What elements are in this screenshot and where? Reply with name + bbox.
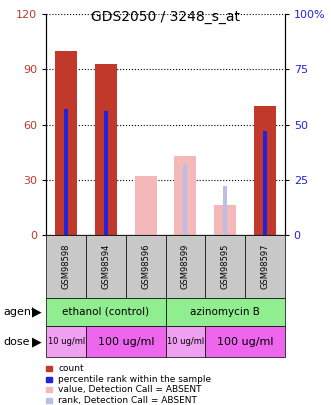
Bar [174,156,196,235]
Text: GSM98595: GSM98595 [220,243,230,289]
Bar [205,235,245,298]
Bar [46,235,86,298]
Text: GSM98599: GSM98599 [181,243,190,289]
Text: dose: dose [3,337,30,347]
Text: GSM98598: GSM98598 [62,243,71,289]
Bar [86,235,126,298]
Bar [55,51,77,235]
Bar [223,186,227,235]
Bar [245,235,285,298]
Bar [166,235,205,298]
Text: GDS2050 / 3248_s_at: GDS2050 / 3248_s_at [91,10,240,24]
Text: azinomycin B: azinomycin B [190,307,260,317]
Bar [46,326,86,357]
Bar [135,176,157,235]
Text: ▶: ▶ [31,305,41,318]
Text: GSM98594: GSM98594 [101,243,111,289]
Text: GSM98596: GSM98596 [141,243,150,289]
Bar [126,235,166,298]
Text: ▶: ▶ [31,335,41,348]
Text: 10 ug/ml: 10 ug/ml [167,337,204,346]
Bar [104,111,108,235]
Bar [166,298,285,326]
Bar [174,156,196,235]
Text: 100 ug/ml: 100 ug/ml [217,337,273,347]
Text: 100 ug/ml: 100 ug/ml [98,337,154,347]
Bar [214,205,236,235]
Bar [64,109,68,235]
Bar [95,64,117,235]
Text: rank, Detection Call = ABSENT: rank, Detection Call = ABSENT [58,396,197,405]
Bar [263,131,267,235]
Bar [254,106,276,235]
Bar [166,326,205,357]
Bar [183,164,187,235]
Text: ethanol (control): ethanol (control) [62,307,150,317]
Text: count: count [58,364,84,373]
Text: value, Detection Call = ABSENT: value, Detection Call = ABSENT [58,385,202,394]
Bar [46,298,166,326]
Text: GSM98597: GSM98597 [260,243,269,289]
Bar [183,164,187,235]
Text: percentile rank within the sample: percentile rank within the sample [58,375,212,384]
Bar [205,326,285,357]
Text: 10 ug/ml: 10 ug/ml [48,337,85,346]
Text: agent: agent [3,307,36,317]
Bar [86,326,166,357]
